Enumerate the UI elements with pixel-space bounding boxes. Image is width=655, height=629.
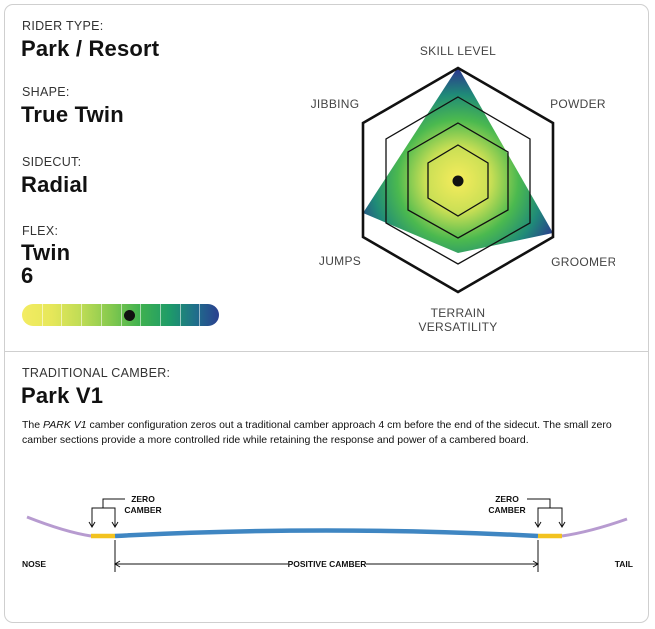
radar-fill-area [363, 67, 553, 253]
radar-ring-3 [385, 96, 531, 265]
nose-rocker-segment [26, 515, 92, 538]
camber-type-label: TRADITIONAL CAMBER: [22, 366, 171, 380]
radar-label-jibbing: JIBBING [311, 97, 360, 111]
nose-label: NOSE [22, 559, 46, 569]
zero-camber-right-label-1: ZERO [495, 494, 519, 504]
rider-radar-chart: SKILL LEVEL POWDER GROOMERS TERRAIN VERS… [311, 44, 615, 334]
flex-scale-tick [160, 304, 161, 326]
sidecut-value: Radial [21, 172, 89, 197]
camber-profile-diagram: ZERO CAMBER ZERO CAMBER POSITIVE CAMBER … [22, 494, 633, 572]
flex-indicator-dot [123, 310, 135, 321]
zero-camber-left-label-2: CAMBER [124, 505, 161, 515]
flex-scale-tick [101, 304, 102, 326]
tail-label: TAIL [615, 559, 633, 569]
flex-value-type: Twin [21, 240, 71, 265]
section-divider [5, 351, 648, 352]
flex-scale-bar [22, 304, 219, 326]
shape-label: SHAPE: [22, 85, 70, 99]
radar-center-dot [452, 175, 464, 187]
camber-profile-name: Park V1 [21, 383, 104, 408]
zero-camber-left-label-1: ZERO [131, 494, 155, 504]
flex-scale-tick [199, 304, 200, 326]
shape-value: True Twin [21, 102, 124, 127]
radar-label-skill-level: SKILL LEVEL [420, 44, 496, 58]
radar-label-versatility: VERSATILITY [418, 320, 497, 334]
rider-type-label: RIDER TYPE: [22, 19, 104, 33]
radar-label-groomers: GROOMERS [551, 255, 615, 269]
flex-value-number: 6 [21, 263, 34, 288]
positive-camber-label: POSITIVE CAMBER [288, 559, 367, 569]
positive-camber-segment [114, 528, 539, 539]
flex-label: FLEX: [22, 224, 59, 238]
radar-label-terrain: TERRAIN [431, 306, 486, 320]
flex-scale-tick [81, 304, 82, 326]
radar-ring-1 [427, 144, 489, 217]
flex-scale-tick [42, 304, 43, 326]
radar-ring-2 [407, 122, 509, 239]
radar-outer-ring [361, 66, 555, 294]
camber-description: The PARK V1 camber configuration zeros o… [22, 419, 612, 446]
flex-scale-tick [180, 304, 181, 326]
sidecut-label: SIDECUT: [22, 155, 82, 169]
flex-scale-tick [140, 304, 141, 326]
flex-scale-tick [61, 304, 62, 326]
tail-rocker-segment [561, 517, 628, 538]
rider-type-value: Park / Resort [21, 36, 160, 61]
radar-label-jumps: JUMPS [319, 254, 361, 268]
zero-camber-right-label-2: CAMBER [488, 505, 525, 515]
board-spec-card: RIDER TYPE: Park / Resort SHAPE: True Tw… [4, 4, 649, 623]
camber-description-emphasis: PARK V1 [43, 419, 87, 431]
flex-scale-tick [121, 304, 122, 326]
radar-label-powder: POWDER [550, 97, 606, 111]
